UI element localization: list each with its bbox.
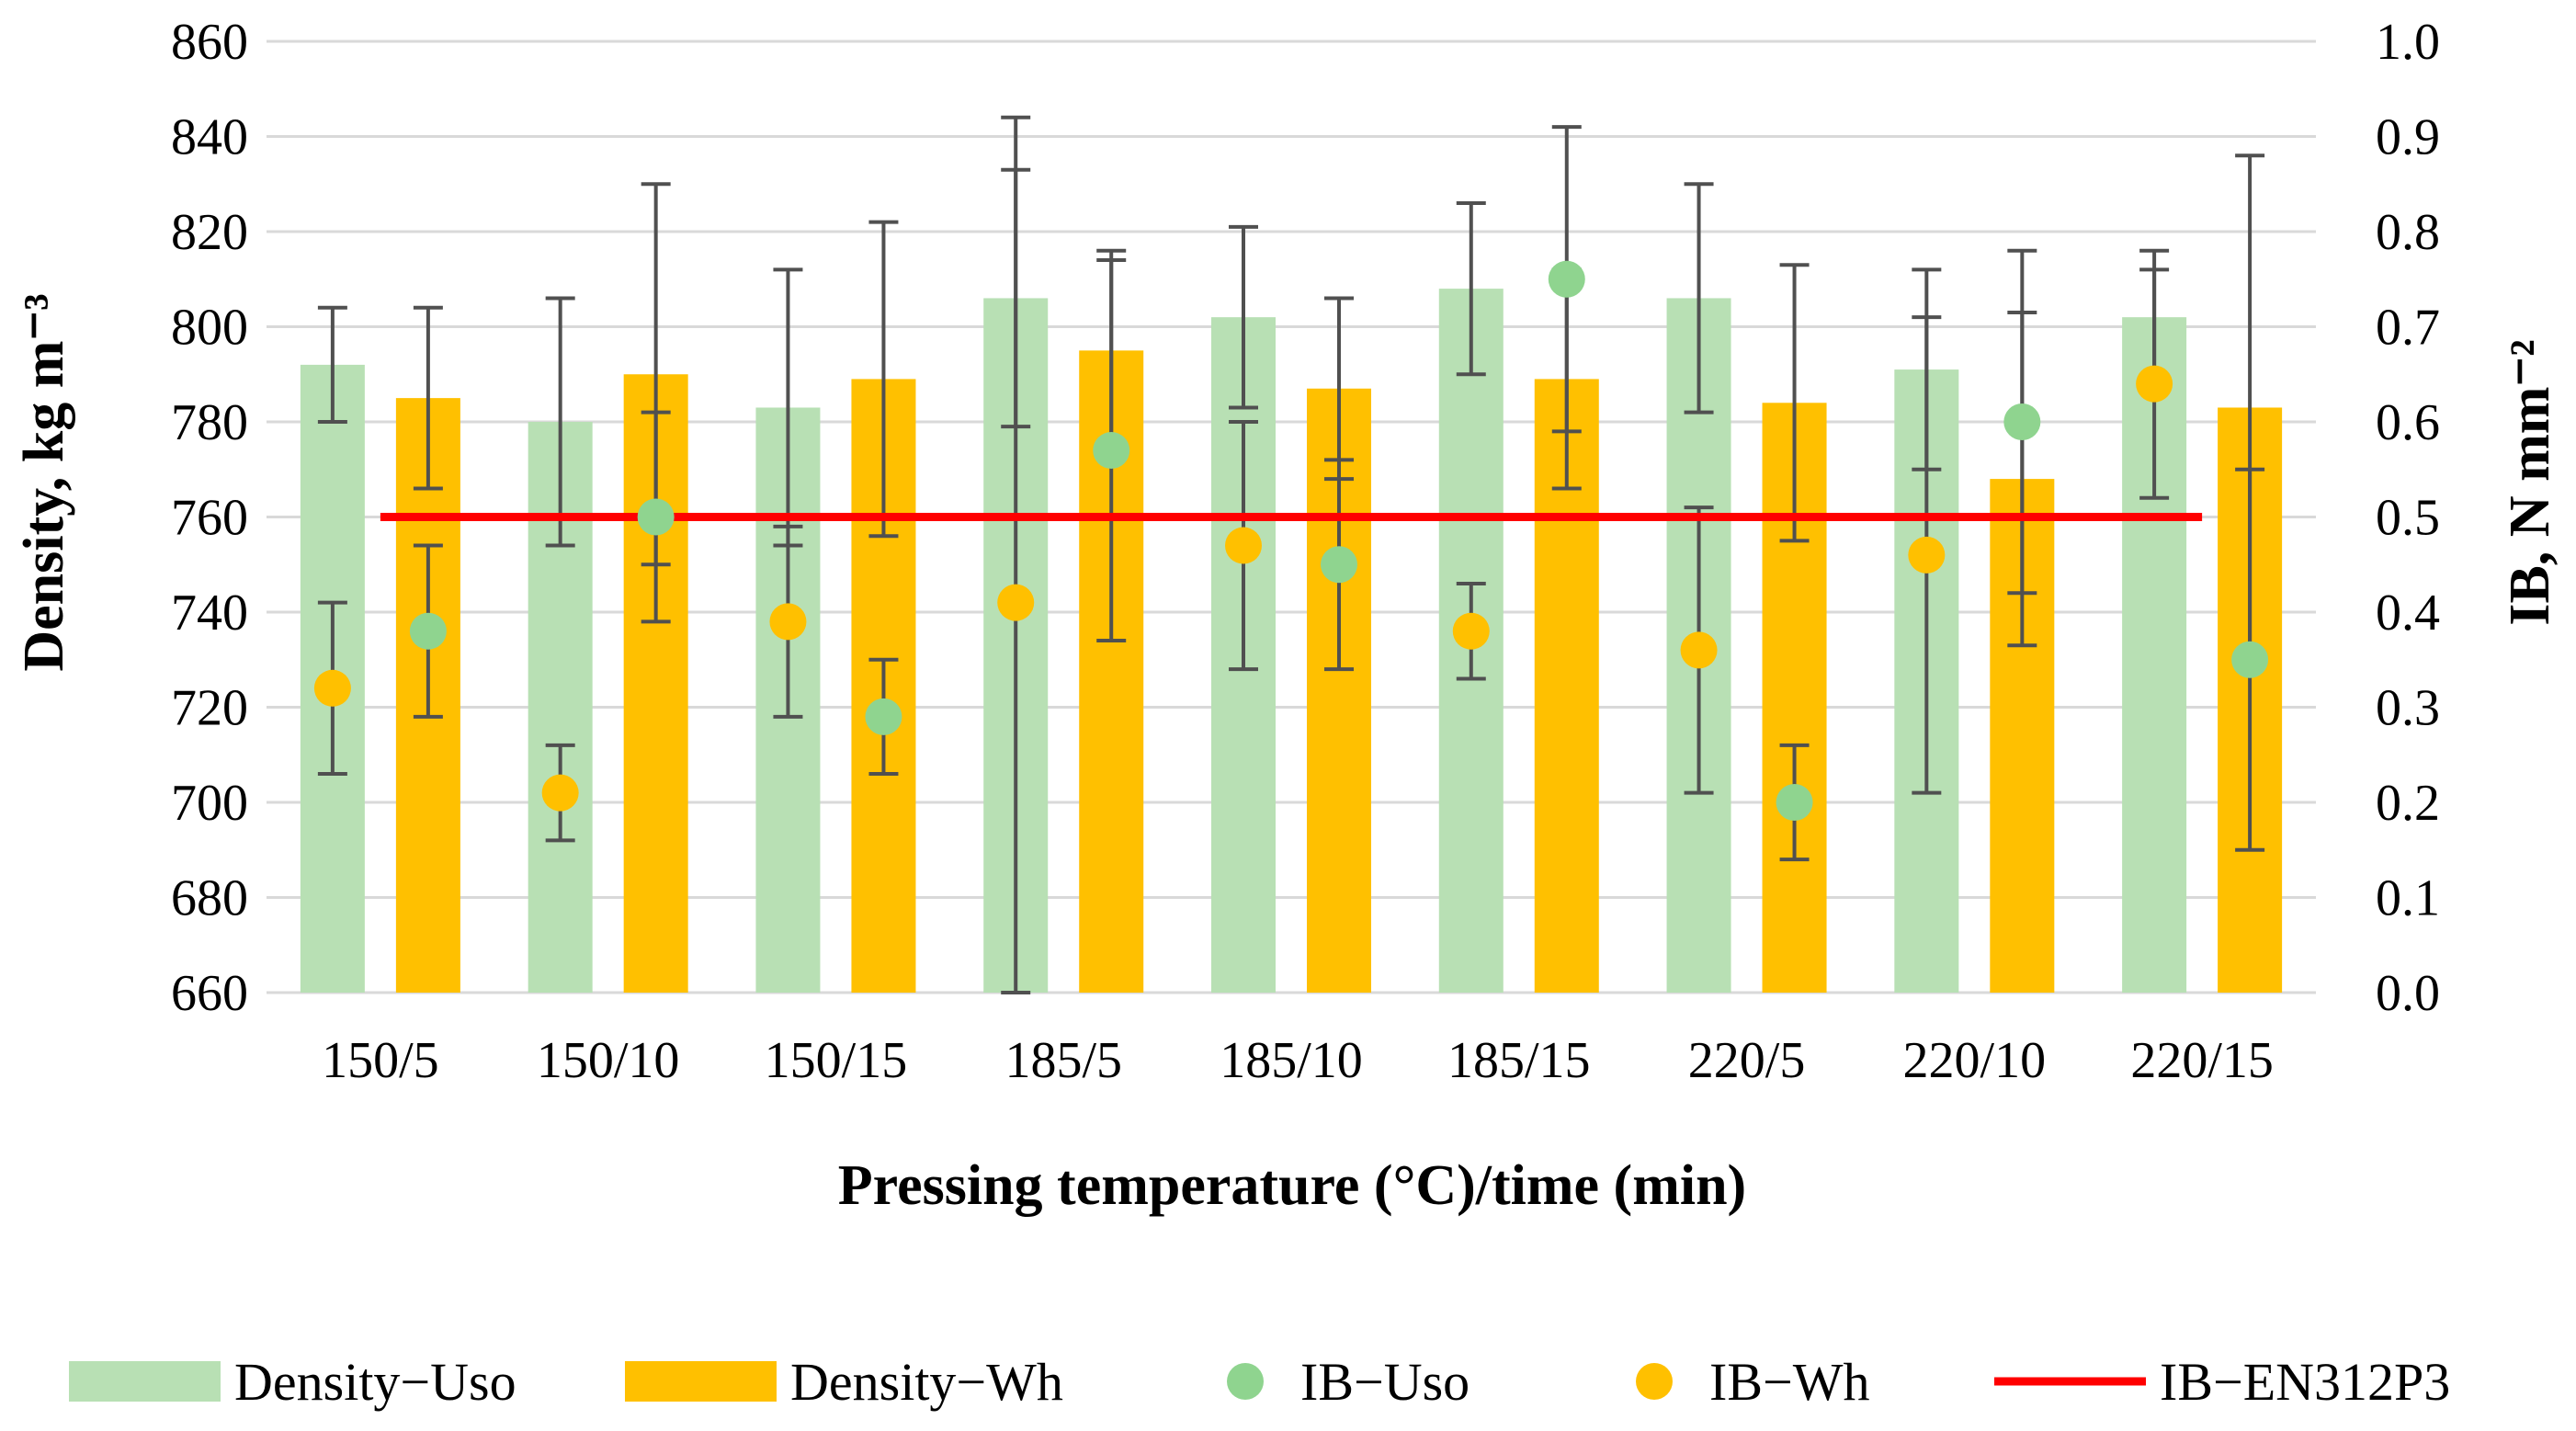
left-tick-label: 860	[171, 14, 248, 71]
right-tick-label: 0.2	[2376, 775, 2440, 832]
x-tick-label: 220/15	[2130, 1032, 2274, 1089]
left-axis-ticks: 660 680 700 720 740 760 780 800 820 840 860	[171, 14, 248, 1022]
ib-point	[2136, 365, 2173, 403]
ib-point	[1093, 432, 1130, 470]
left-tick-label: 680	[171, 870, 248, 927]
right-axis-ticks: 0.0 0.1 0.2 0.3 0.4 0.5 0.6 0.7 0.8 0.9 1.0	[2376, 14, 2440, 1022]
x-tick-label: 220/10	[1903, 1032, 2047, 1089]
right-tick-label: 0.3	[2376, 680, 2440, 737]
legend-swatch	[69, 1361, 221, 1402]
legend-label: Density−Wh	[790, 1352, 1063, 1412]
right-tick-label: 0.5	[2376, 490, 2440, 547]
ib-point	[2003, 403, 2041, 440]
left-tick-label: 660	[171, 965, 248, 1022]
x-tick-label: 185/5	[1004, 1032, 1122, 1089]
left-tick-label: 780	[171, 394, 248, 451]
ib-point	[1225, 527, 1262, 564]
x-tick-label: 150/5	[322, 1032, 439, 1089]
right-tick-label: 0.0	[2376, 965, 2440, 1022]
ib-point	[997, 584, 1035, 621]
ib-point	[409, 612, 447, 650]
left-tick-label: 820	[171, 204, 248, 261]
ib-point	[541, 774, 579, 812]
ib-point	[2231, 641, 2269, 678]
left-tick-label: 800	[171, 300, 248, 357]
left-tick-label: 740	[171, 585, 248, 642]
x-tick-label: 185/10	[1220, 1032, 1363, 1089]
ib-point	[1776, 784, 1813, 821]
x-tick-label: 150/15	[765, 1032, 908, 1089]
x-tick-label: 220/5	[1688, 1032, 1806, 1089]
ib-point	[1548, 260, 1585, 298]
x-tick-label: 150/10	[537, 1032, 680, 1089]
ib-point	[1680, 631, 1718, 669]
ib-point	[865, 698, 902, 735]
right-tick-label: 0.9	[2376, 109, 2440, 166]
legend: Density−Uso Density−Wh IB−Uso IB−Wh IB−EN312…	[69, 1352, 2450, 1412]
ib-point	[1908, 536, 1946, 574]
legend-label: IB−Uso	[1300, 1352, 1470, 1412]
right-tick-label: 0.6	[2376, 394, 2440, 451]
ib-point	[1321, 546, 1357, 584]
legend-marker	[1227, 1363, 1264, 1400]
legend-marker	[1636, 1363, 1673, 1400]
legend-label: Density−Uso	[234, 1352, 516, 1412]
legend-label: IB−EN312P3	[2160, 1352, 2450, 1412]
left-tick-label: 700	[171, 775, 248, 832]
x-tick-label: 185/15	[1447, 1032, 1591, 1089]
right-tick-label: 1.0	[2376, 14, 2440, 71]
left-tick-label: 760	[171, 490, 248, 547]
right-tick-label: 0.4	[2376, 585, 2440, 642]
legend-label: IB−Wh	[1709, 1352, 1869, 1412]
legend-swatch	[625, 1361, 777, 1402]
right-tick-label: 0.8	[2376, 204, 2440, 261]
ib-point	[637, 498, 675, 536]
ib-point	[1452, 612, 1490, 650]
x-axis-title: Pressing temperature (°C)/time (min)	[838, 1154, 1746, 1217]
right-axis-title: IB, N mm⁻²	[2499, 339, 2561, 625]
left-tick-label: 720	[171, 680, 248, 737]
bar-series	[300, 289, 2283, 994]
ib-point	[769, 603, 807, 641]
left-tick-label: 840	[171, 109, 248, 166]
left-axis-title: Density, kg m⁻³	[13, 293, 75, 671]
right-tick-label: 0.1	[2376, 870, 2440, 927]
x-axis-ticks: 150/5 150/10 150/15 185/5 185/10 185/15 220/5 2…	[322, 1032, 2274, 1089]
right-tick-label: 0.7	[2376, 300, 2440, 357]
scatter-series	[313, 260, 2269, 821]
error-bars	[317, 115, 2265, 994]
ib-point	[313, 669, 351, 707]
